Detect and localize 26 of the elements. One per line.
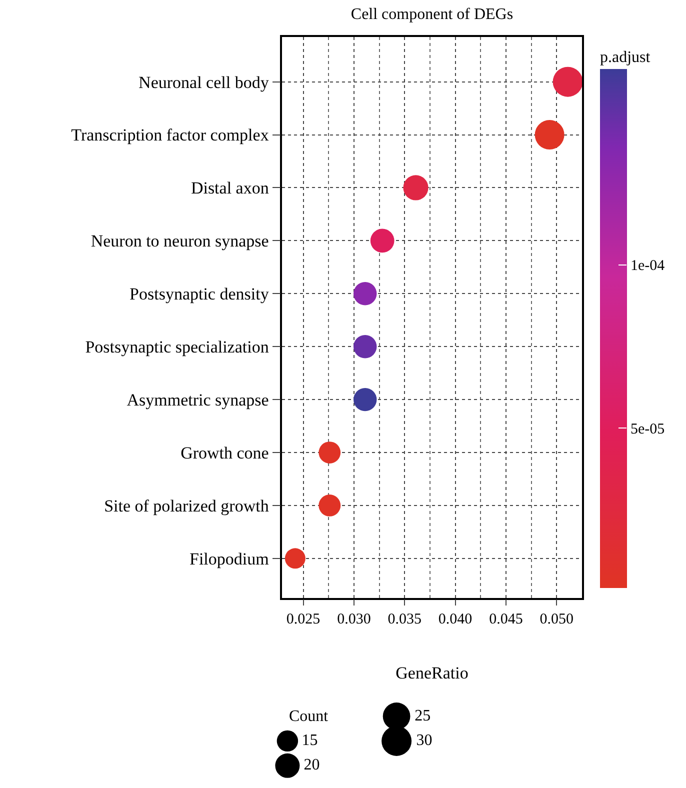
y-tick-label: Site of polarized growth <box>104 496 270 516</box>
legend-label: 30 <box>416 732 432 749</box>
legend-label: 20 <box>304 756 320 774</box>
x-tick-label: 0.045 <box>489 612 523 628</box>
x-tick-label: 0.040 <box>438 612 472 628</box>
x-tick-label: 0.035 <box>388 612 422 628</box>
y-tick-label: Postsynaptic density <box>130 284 270 304</box>
y-tick-label: Postsynaptic specialization <box>85 338 270 357</box>
y-tick-label: Neuron to neuron synapse <box>90 232 269 251</box>
x-axis-title: GeneRatio <box>396 664 468 683</box>
x-tick-label: 0.050 <box>540 612 574 628</box>
x-tick-label: 0.030 <box>337 612 371 628</box>
legend-label: 25 <box>414 707 431 724</box>
legend-title: Count <box>289 708 329 725</box>
legend-label: 15 <box>302 732 318 749</box>
y-tick-label: Growth cone <box>180 443 269 462</box>
y-tick-label: Transcription factor complex <box>71 126 270 145</box>
color-bar-title: p.adjust <box>600 49 651 66</box>
y-tick-label: Asymmetric synapse <box>126 390 269 410</box>
x-tick-label: 0.025 <box>286 612 320 628</box>
chart-title: Cell component of DEGs <box>350 6 514 24</box>
y-tick-label: Neuronal cell body <box>138 72 270 92</box>
color-bar-label: 1e-04 <box>630 258 666 274</box>
color-bar-label: 5e-05 <box>630 421 665 438</box>
y-tick-label: Filopodium <box>189 549 269 568</box>
y-tick-label: Distal axon <box>190 178 270 198</box>
